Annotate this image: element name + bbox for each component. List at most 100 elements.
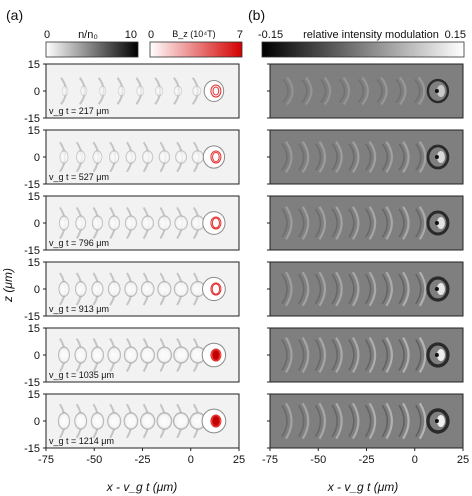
modulation-arc-light bbox=[385, 402, 393, 440]
modulation-arc-light bbox=[301, 337, 310, 373]
density-bubble bbox=[125, 150, 137, 164]
modulation-head-bright bbox=[436, 349, 445, 361]
bfield-core bbox=[211, 283, 221, 295]
modulation-head-core bbox=[434, 287, 439, 291]
modulation-arc-light bbox=[285, 337, 293, 373]
x-tick-label: -25 bbox=[359, 454, 375, 466]
bfield-contour bbox=[210, 216, 222, 230]
modulation-arc-light bbox=[285, 402, 293, 440]
density-bubble bbox=[75, 215, 87, 231]
modulation-arc-light bbox=[368, 141, 377, 173]
bfield-core bbox=[211, 217, 220, 229]
modulation-arc-dark bbox=[381, 339, 389, 371]
modulation-arc-dark bbox=[314, 339, 322, 371]
density-bubble bbox=[91, 215, 103, 231]
panel-rows: v_g t = 217 μm 15 0 -15 v_g t = 527 μm 15 0 -15… bbox=[24, 59, 464, 455]
density-bubble bbox=[76, 150, 86, 164]
modulation-arc-dark bbox=[298, 143, 305, 171]
lead-bubble bbox=[202, 145, 226, 169]
x-tick-label: -75 bbox=[262, 454, 278, 466]
y-tick-label: 0 bbox=[34, 350, 40, 362]
modulation-arc-dark bbox=[364, 208, 372, 238]
y-tick-label: -15 bbox=[24, 311, 40, 323]
y-tick-label: 15 bbox=[28, 191, 40, 203]
x-tick-label: 0 bbox=[188, 454, 194, 466]
modulation-arc-dark bbox=[395, 78, 402, 104]
modulation-head-core bbox=[434, 155, 439, 159]
density-bubble bbox=[173, 346, 189, 364]
density-bubble bbox=[173, 281, 189, 297]
density-plot-5 bbox=[46, 328, 239, 382]
modulation-head-ring bbox=[426, 342, 450, 368]
y-tick-label: -15 bbox=[24, 443, 40, 455]
modulation-arc-dark bbox=[314, 404, 322, 438]
x-tick-label: 0 bbox=[412, 454, 418, 466]
modulation-head-ring bbox=[426, 78, 450, 104]
y-tick-label: 0 bbox=[34, 284, 40, 296]
bfield-core bbox=[212, 151, 220, 163]
density-bubble bbox=[90, 412, 105, 430]
modulation-arc-dark bbox=[331, 208, 338, 238]
density-bubble bbox=[99, 85, 107, 97]
modulation-plot-6 bbox=[270, 394, 463, 448]
modulation-colorbar-min: -0.15 bbox=[258, 29, 283, 41]
modulation-head-core bbox=[434, 89, 439, 93]
y-axis-title: z (μm) bbox=[1, 268, 15, 303]
modulation-arc-light bbox=[402, 141, 410, 173]
time-label: v_g t = 1035 μm bbox=[49, 370, 114, 380]
modulation-arc-light bbox=[335, 402, 343, 440]
modulation-arc-dark bbox=[415, 339, 422, 371]
y-tick-label: 0 bbox=[34, 416, 40, 428]
panel-a-label: (a) bbox=[6, 7, 23, 23]
modulation-arc-dark bbox=[281, 143, 288, 171]
density-bubble bbox=[141, 215, 154, 231]
y-tick-label: 0 bbox=[34, 86, 40, 98]
modulation-colorbar: -0.15 relative intensity modulation 0.15 bbox=[258, 29, 466, 58]
density-plot-1 bbox=[46, 64, 239, 118]
modulation-arc-light bbox=[335, 206, 343, 240]
modulation-plot-frame bbox=[269, 63, 464, 119]
modulation-arc-light bbox=[418, 402, 427, 440]
density-bubble bbox=[174, 215, 188, 231]
modulation-plot-4 bbox=[270, 262, 463, 316]
density-bubble bbox=[172, 412, 190, 430]
modulation-arc-light bbox=[385, 271, 393, 307]
modulation-arc-dark bbox=[281, 208, 288, 238]
bfield-colorbar-label: B_z (10⁴T) bbox=[172, 29, 215, 39]
modulation-arc-light bbox=[301, 206, 310, 240]
modulation-arc-light bbox=[368, 402, 377, 440]
density-colorbar: 0 n/n₀ 10 bbox=[44, 29, 139, 58]
modulation-arc-light bbox=[417, 76, 426, 106]
modulation-arc-light bbox=[286, 76, 294, 106]
density-plot-6 bbox=[46, 394, 239, 448]
modulation-arc-light bbox=[335, 141, 343, 173]
modulation-arc-light bbox=[301, 271, 310, 307]
modulation-arc-dark bbox=[381, 143, 389, 171]
x-ticks-panel-a: -75 -50 -25 0 25 bbox=[38, 448, 245, 466]
modulation-arc-dark bbox=[364, 143, 372, 171]
modulation-head-ring bbox=[426, 276, 450, 302]
x-tick-label: -75 bbox=[38, 454, 54, 466]
density-bubble bbox=[140, 346, 155, 364]
modulation-head-bright bbox=[436, 85, 445, 97]
modulation-arc-light bbox=[318, 402, 327, 440]
modulation-arc-light bbox=[418, 206, 427, 240]
modulation-arc-dark bbox=[331, 404, 338, 438]
bfield-colorbar-gradient bbox=[149, 41, 243, 58]
density-bubble bbox=[107, 412, 122, 430]
modulation-arc-dark bbox=[398, 143, 405, 171]
lead-bubble bbox=[202, 276, 226, 302]
modulation-arc-light bbox=[402, 402, 410, 440]
bfield-colorbar-min: 0 bbox=[148, 29, 154, 41]
density-colorbar-gradient bbox=[45, 41, 139, 58]
density-bubble bbox=[189, 346, 206, 364]
density-bubble bbox=[91, 281, 104, 297]
density-bubble bbox=[192, 85, 202, 97]
modulation-arc-light bbox=[335, 337, 343, 373]
modulation-arc-dark bbox=[298, 273, 305, 305]
modulation-arc-dark bbox=[415, 208, 422, 238]
modulation-arc-dark bbox=[398, 404, 405, 438]
modulation-arc-dark bbox=[314, 208, 322, 238]
density-bubble bbox=[58, 215, 70, 231]
modulation-arc-light bbox=[380, 76, 388, 106]
